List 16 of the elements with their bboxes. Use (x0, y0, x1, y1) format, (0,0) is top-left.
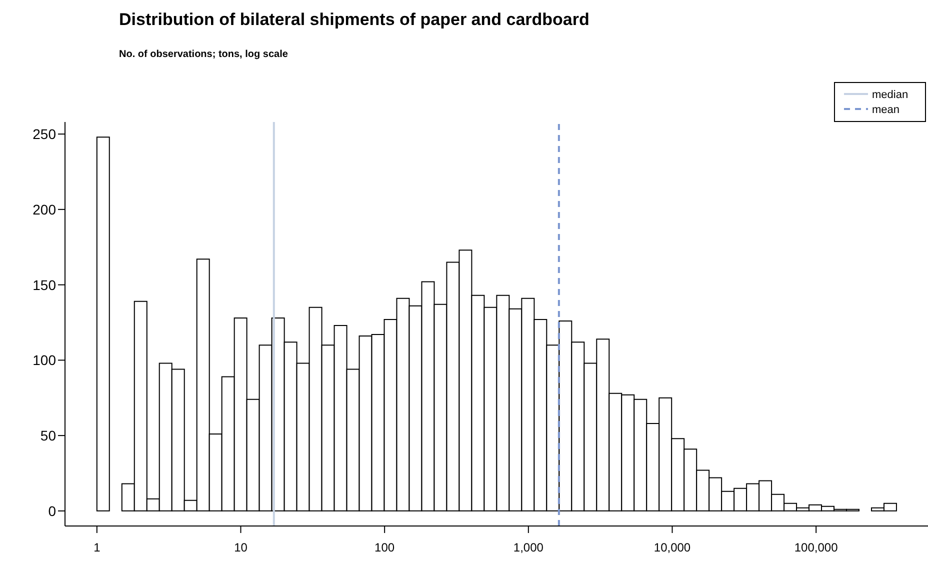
y-tick-label: 0 (48, 502, 56, 519)
y-tick-label: 50 (40, 428, 56, 444)
y-tick-label: 100 (32, 352, 56, 368)
y-tick-label: 150 (32, 276, 56, 293)
x-tick-label: 1,000 (513, 540, 544, 555)
x-tick-label: 100 (374, 540, 395, 555)
x-tick-label: 100,000 (794, 540, 838, 555)
chart-title: Distribution of bilateral shipments of paper and cardboard (119, 10, 590, 30)
x-tick-label: 10 (234, 540, 248, 555)
x-tick-label: 1 (94, 540, 101, 555)
legend-label: median (872, 89, 908, 101)
x-tick-label: 10,000 (654, 540, 691, 555)
y-tick-label: 200 (32, 201, 56, 218)
legend-label: mean (872, 104, 900, 116)
y-tick-label: 250 (32, 126, 56, 142)
chart-subtitle: No. of observations; tons, log scale (119, 49, 288, 60)
